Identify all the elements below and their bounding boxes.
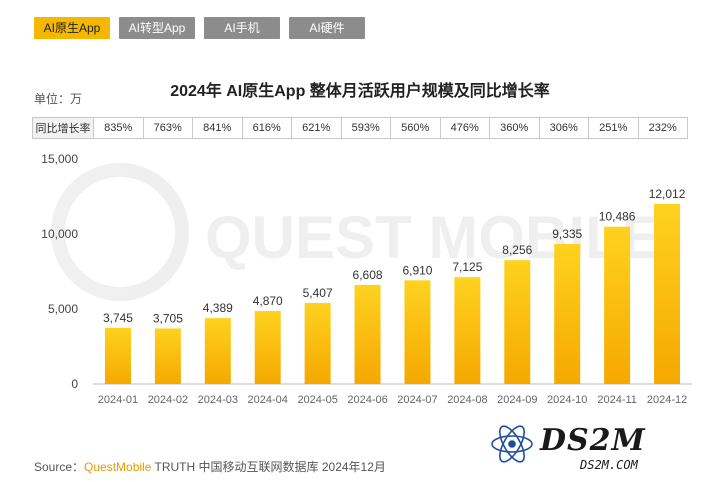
bar-value-label: 3,705 — [153, 311, 183, 325]
x-tick-label: 2024-12 — [647, 394, 687, 406]
bar — [604, 226, 631, 384]
source-rest: TRUTH 中国移动互联网数据库 2024年12月 — [151, 460, 386, 474]
x-tick-label: 2024-11 — [597, 394, 637, 406]
x-tick-label: 2024-01 — [98, 394, 138, 406]
bar-value-label: 6,608 — [353, 268, 383, 282]
growth-rate-cell: 763% — [142, 117, 193, 139]
tab-ai-phone[interactable]: AI手机 — [204, 17, 280, 39]
bar — [404, 280, 431, 384]
bar-value-label: 5,407 — [303, 286, 333, 300]
ds2m-logo: DS2M DS2M.COM — [491, 423, 646, 472]
bar-value-label: 10,486 — [599, 210, 636, 224]
source-note: Source：QuestMobile TRUTH 中国移动互联网数据库 2024… — [34, 458, 386, 475]
y-tick-label: 10,000 — [41, 227, 78, 241]
growth-rate-cell: 560% — [390, 117, 441, 139]
y-tick-label: 0 — [71, 377, 78, 391]
growth-rate-table: 同比增长率 835% 763% 841% 616% 621% 593% 560%… — [32, 117, 688, 139]
logo-subtext: DS2M.COM — [579, 458, 639, 472]
source-prefix: Source： — [34, 460, 85, 474]
y-axis: 0 5,000 10,000 15,000 — [41, 152, 692, 391]
bar-value-label: 9,335 — [552, 227, 582, 241]
x-tick-label: 2024-02 — [148, 394, 188, 406]
atom-icon — [491, 425, 533, 463]
bar-value-label: 4,870 — [253, 294, 283, 308]
growth-rate-header: 同比增长率 — [32, 117, 94, 139]
bar-value-label: 8,256 — [502, 243, 532, 257]
x-tick-label: 2024-10 — [547, 394, 587, 406]
tab-ai-hardware[interactable]: AI硬件 — [289, 17, 365, 39]
bar-value-label: 7,125 — [452, 260, 482, 274]
tab-ai-transform-app[interactable]: AI转型App — [119, 17, 195, 39]
logo-text: DS2M — [539, 423, 646, 458]
bar-value-label: 4,389 — [203, 301, 233, 315]
y-tick-label: 5,000 — [48, 302, 78, 316]
x-tick-label: 2024-03 — [198, 394, 238, 406]
x-tick-label: 2024-04 — [248, 394, 288, 406]
source-brand: QuestMobile — [84, 460, 152, 474]
bar — [554, 243, 581, 384]
growth-rate-cell: 616% — [241, 117, 292, 139]
bar — [304, 302, 331, 384]
watermark: QUEST MOBILE — [51, 163, 662, 301]
bar — [454, 277, 481, 384]
x-tick-label: 2024-06 — [347, 394, 387, 406]
bar — [254, 310, 281, 384]
tab-bar: AI原生App AI转型App AI手机 AI硬件 — [34, 17, 365, 39]
x-tick-label: 2024-08 — [447, 394, 487, 406]
bar — [654, 203, 681, 384]
bar-value-label: 12,012 — [649, 187, 686, 201]
growth-rate-cell: 835% — [93, 117, 144, 139]
x-tick-label: 2024-05 — [297, 394, 337, 406]
growth-rate-row: 同比增长率 835% 763% 841% 616% 621% 593% 560%… — [32, 117, 688, 139]
bar — [354, 284, 381, 384]
growth-rate-cell: 232% — [637, 117, 688, 139]
growth-rate-cell: 360% — [489, 117, 540, 139]
chart-title: 2024年 AI原生App 整体月活跃用户规模及同比增长率 — [170, 83, 550, 100]
watermark-text: QUEST MOBILE — [205, 204, 662, 271]
bar-value-label: 3,745 — [103, 311, 133, 325]
unit-label: 单位：万 — [34, 92, 83, 106]
x-tick-label: 2024-09 — [497, 394, 537, 406]
tab-ai-native-app[interactable]: AI原生App — [34, 17, 110, 39]
y-tick-label: 15,000 — [41, 152, 78, 166]
bar — [504, 260, 531, 384]
bar — [204, 318, 231, 384]
bar-value-label: 6,910 — [402, 263, 432, 277]
growth-rate-cell: 621% — [291, 117, 342, 139]
bar — [104, 327, 131, 384]
growth-rate-cell: 306% — [538, 117, 589, 139]
watermark-ring — [51, 163, 189, 301]
x-tick-label: 2024-07 — [397, 394, 437, 406]
growth-rate-cell: 841% — [192, 117, 243, 139]
bar-series: 3,745 2024-01 3,705 2024-02 4,389 2024-03 4,87… — [98, 187, 687, 406]
bar — [154, 328, 181, 384]
